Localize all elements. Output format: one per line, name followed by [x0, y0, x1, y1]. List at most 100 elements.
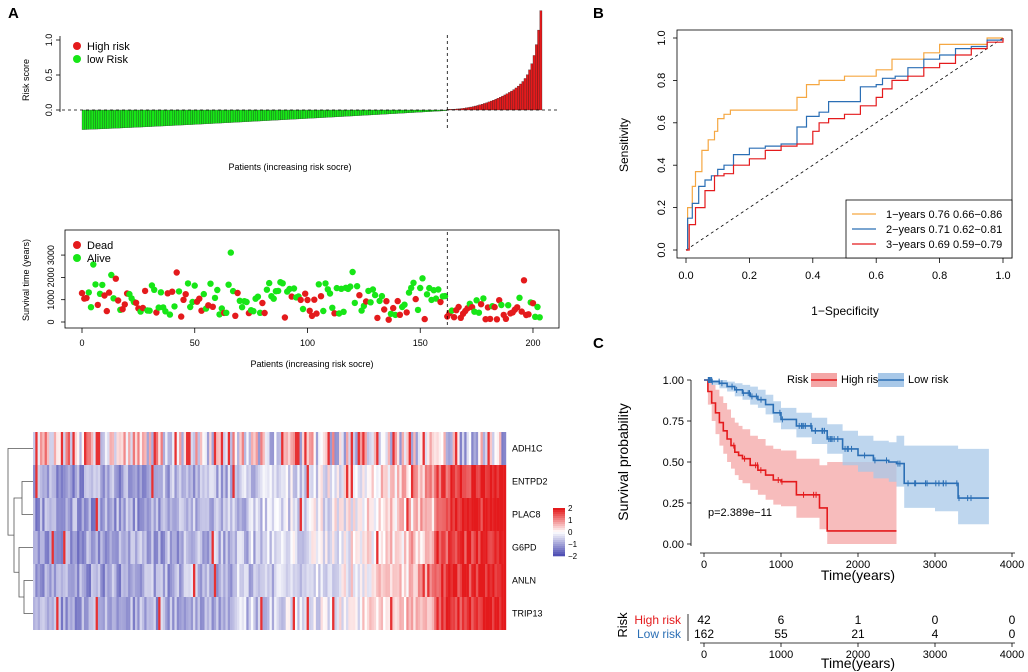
- heatmap-cell: [128, 531, 131, 564]
- heatmap-cell: [401, 465, 405, 498]
- heatmap-scale-step: [553, 552, 565, 555]
- heatmap-cell: [123, 498, 126, 531]
- heatmap-cell: [51, 531, 55, 564]
- heatmap-cell: [53, 465, 57, 498]
- heatmap-cell: [158, 597, 161, 630]
- heatmap-cell: [174, 432, 177, 465]
- heatmap-cell: [90, 564, 94, 597]
- heatmap-cell: [53, 597, 57, 630]
- heatmap-cell: [190, 597, 194, 630]
- heatmap-cell: [336, 564, 340, 597]
- heatmap-cell: [322, 432, 326, 465]
- heatmap-cell: [485, 564, 488, 597]
- heatmap-cell: [102, 564, 106, 597]
- risk-score-bar: [307, 109, 310, 119]
- heatmap-cell: [376, 465, 379, 498]
- survival-point-alive: [322, 280, 329, 287]
- heatmap-cell: [371, 498, 375, 531]
- heatmap-cell: [230, 432, 233, 465]
- heatmap-cell: [42, 465, 45, 498]
- heatmap-cell: [211, 465, 215, 498]
- heatmap-cell: [278, 465, 282, 498]
- heatmap-cell: [90, 597, 94, 630]
- heatmap-cell: [408, 465, 412, 498]
- heatmap-cell: [315, 597, 319, 630]
- heatmap-cell: [93, 564, 96, 597]
- risk-score-bar: [250, 109, 254, 122]
- heatmap-cell: [387, 564, 391, 597]
- heatmap-cell: [334, 498, 337, 531]
- survival-point-dead: [101, 292, 108, 299]
- heatmap-cell: [492, 597, 495, 630]
- heatmap-cell: [320, 531, 324, 564]
- heatmap-cell: [74, 531, 78, 564]
- heatmap-cell: [100, 432, 103, 465]
- heatmap-cell: [311, 465, 314, 498]
- roc-ytick-label: 0.6: [656, 115, 668, 130]
- risk-score-bar: [273, 109, 277, 121]
- heatmap-cell: [443, 531, 446, 564]
- heatmap-cell: [427, 597, 430, 630]
- heatmap-cell: [299, 531, 303, 564]
- heatmap-cell: [176, 564, 180, 597]
- heatmap-cell: [461, 531, 465, 564]
- survival-point-dead: [153, 309, 160, 316]
- survival-plot-frame: [64, 229, 560, 329]
- heatmap-cell: [478, 597, 481, 630]
- heatmap-cell: [448, 498, 451, 531]
- heatmap-cell: [464, 498, 467, 531]
- km-xtick-label: 1000: [769, 559, 793, 571]
- heatmap-gene-label: TRIP13: [512, 609, 543, 619]
- heatmap-cell: [248, 531, 252, 564]
- heatmap-cell: [383, 564, 386, 597]
- heatmap-cell: [352, 465, 356, 498]
- heatmap-cell: [46, 465, 50, 498]
- heatmap-cell: [364, 597, 368, 630]
- heatmap-cell: [306, 498, 310, 531]
- heatmap-cell: [285, 597, 289, 630]
- heatmap-cell: [109, 564, 113, 597]
- heatmap-cell: [97, 597, 101, 630]
- heatmap-cell: [179, 564, 182, 597]
- heatmap-cell: [406, 498, 409, 531]
- risk-score-bar: [368, 109, 371, 116]
- heatmap-cell: [183, 597, 187, 630]
- heatmap-cell: [60, 564, 64, 597]
- heatmap-cell: [496, 432, 500, 465]
- risk-score-bar: [311, 109, 315, 119]
- heatmap-cell: [357, 432, 361, 465]
- heatmap-cell: [492, 465, 495, 498]
- heatmap-cell: [329, 498, 333, 531]
- heatmap-cell: [332, 432, 335, 465]
- heatmap-cell: [39, 597, 43, 630]
- heatmap-cell: [276, 465, 279, 498]
- heatmap-cell: [84, 432, 87, 465]
- heatmap-cell: [162, 465, 166, 498]
- heatmap-cell: [295, 432, 298, 465]
- heatmap-cell: [283, 597, 286, 630]
- heatmap-cell: [132, 432, 136, 465]
- heatmap-cell: [223, 597, 226, 630]
- heatmap-cell: [250, 432, 254, 465]
- risk-score-bar: [320, 109, 324, 118]
- heatmap-cell: [438, 531, 442, 564]
- heatmap-scale-step: [553, 534, 565, 537]
- heatmap-cell: [494, 564, 497, 597]
- heatmap-cell: [399, 531, 402, 564]
- survival-point-dead: [437, 298, 444, 306]
- heatmap-cell: [253, 531, 256, 564]
- heatmap-cell: [197, 564, 201, 597]
- heatmap-cell: [417, 564, 421, 597]
- heatmap-cell: [401, 531, 405, 564]
- heatmap-cell: [220, 465, 224, 498]
- heatmap-cell: [267, 465, 270, 498]
- survival-point-alive: [347, 283, 354, 290]
- survival-point-dead: [496, 297, 503, 304]
- heatmap-gene-label: ANLN: [512, 576, 536, 586]
- risk-score-bar: [480, 104, 484, 111]
- heatmap-cell: [260, 531, 263, 564]
- heatmap-cell: [424, 597, 428, 630]
- heatmap-cell: [417, 597, 421, 630]
- heatmap-scale-step: [553, 508, 565, 511]
- heatmap-cell: [415, 597, 419, 630]
